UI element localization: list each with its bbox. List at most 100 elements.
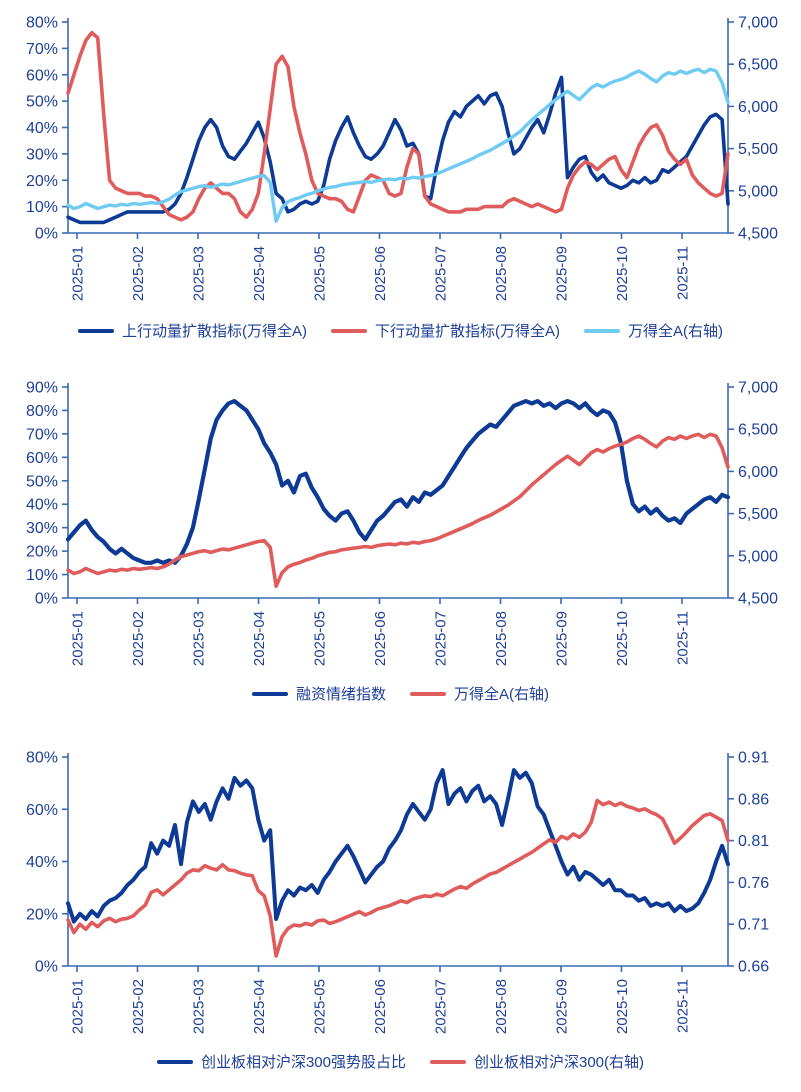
y-tick-label-right: 4,500 <box>738 226 778 243</box>
x-tick-label: 2025-06 <box>372 611 389 666</box>
x-tick-label: 2025-05 <box>312 979 329 1034</box>
x-tick-label: 2025-08 <box>493 611 510 666</box>
navy-line-marker <box>156 1060 193 1064</box>
x-tick-label: 2025-07 <box>433 979 450 1034</box>
x-tick-label: 2025-05 <box>312 246 329 301</box>
x-tick-label: 2025-02 <box>130 246 147 301</box>
x-tick-label: 2025-08 <box>493 246 510 301</box>
x-tick-label: 2025-10 <box>614 979 631 1034</box>
y-tick-label-left: 20% <box>26 173 58 190</box>
legend-label: 创业板相对沪深300(右轴) <box>474 1053 645 1071</box>
y-tick-label-right: 7,000 <box>738 380 778 397</box>
series-line-0 <box>65 398 731 565</box>
red-line-marker <box>410 692 446 696</box>
legend-item-financing-sentiment: 融资情绪指数 <box>251 685 386 703</box>
legend-item-chinext-ratio: 创业板相对沪深300(右轴) <box>430 1055 644 1070</box>
x-tick-label: 2025-10 <box>614 246 631 301</box>
y-tick-label-left: 20% <box>26 544 58 561</box>
y-tick-label-right: 5,500 <box>738 506 778 523</box>
y-tick-label-right: 0.66 <box>738 959 769 976</box>
x-tick-label: 2025-11 <box>675 611 692 665</box>
y-tick-label-left: 70% <box>26 426 58 443</box>
x-tick-label: 2025-02 <box>130 979 147 1034</box>
x-tick-label: 2025-07 <box>433 246 450 301</box>
y-tick-label-left: 30% <box>26 146 58 163</box>
y-tick-label-left: 0% <box>35 959 58 976</box>
y-tick-label-left: 10% <box>26 567 58 584</box>
y-tick-label-right: 6,000 <box>738 464 778 481</box>
legend-label: 创业板相对沪深300强势股占比 <box>200 1053 406 1071</box>
x-tick-label: 2025-03 <box>191 246 208 301</box>
x-tick-label: 2025-09 <box>554 979 571 1034</box>
legend-item-chinext-strong-share: 创业板相对沪深300强势股占比 <box>156 1053 406 1071</box>
y-tick-label-right: 0.71 <box>738 917 769 934</box>
series-line-1 <box>66 432 730 588</box>
y-tick-label-left: 80% <box>26 750 58 767</box>
legend-label: 下行动量扩散指标(万得全A) <box>375 322 560 340</box>
y-tick-label-left: 90% <box>26 380 58 397</box>
y-tick-label-left: 60% <box>26 450 58 467</box>
navy-line-marker <box>78 329 114 333</box>
x-tick-label: 2025-04 <box>251 979 268 1034</box>
legend-item-wind-all-a: 万得全A(右轴) <box>584 324 723 339</box>
y-tick-label-right: 6,500 <box>738 422 778 439</box>
legend-item-up-momentum: 上行动量扩散指标(万得全A) <box>78 324 307 339</box>
red-line-marker <box>331 329 367 333</box>
y-tick-label-right: 6,500 <box>738 57 778 74</box>
y-tick-label-left: 50% <box>26 473 58 490</box>
series-line-1 <box>66 30 730 222</box>
navy-line-marker <box>251 692 288 696</box>
y-tick-label-right: 6,000 <box>738 99 778 116</box>
y-tick-label-right: 4,500 <box>738 591 778 608</box>
y-tick-label-left: 60% <box>26 67 58 84</box>
chinext-vs-csi300-plot: 0% 20% 40% 60% 80% 0.66 0.71 0.76 0.81 0.86 0.91 20… <box>26 750 769 1035</box>
x-tick-label: 2025-11 <box>675 246 692 300</box>
series-line-2 <box>66 67 730 223</box>
legend-label: 万得全A(右轴) <box>454 685 549 703</box>
x-tick-label: 2025-09 <box>554 611 571 666</box>
y-tick-label-left: 70% <box>26 41 58 58</box>
y-tick-label-left: 80% <box>26 403 58 420</box>
y-tick-label-left: 0% <box>35 226 58 243</box>
chart-momentum-diffusion: 0% 10% 20% 30% 40% 50% 60% 70% 80% 4,500 5,000 5,50… <box>0 0 801 343</box>
y-tick-label-right: 5,500 <box>738 141 778 158</box>
chart-chinext-vs-csi300: 0% 20% 40% 60% 80% 0.66 0.71 0.76 0.81 0.86 0.91 20… <box>0 738 801 1074</box>
x-tick-label: 2025-01 <box>70 979 87 1034</box>
financing-sentiment-plot: 0% 10% 20% 30% 40% 50% 60% 70% 80% 90% 4,500 5,000 5… <box>26 380 778 667</box>
x-tick-label: 2025-01 <box>70 246 87 301</box>
x-tick-label: 2025-03 <box>191 611 208 666</box>
y-tick-label-left: 20% <box>26 906 58 923</box>
chart3-legend: 创业板相对沪深300强势股占比 创业板相对沪深300(右轴) <box>0 1050 801 1074</box>
x-tick-label: 2025-08 <box>493 979 510 1034</box>
x-tick-label: 2025-04 <box>251 246 268 301</box>
x-tick-label: 2025-04 <box>251 611 268 666</box>
y-tick-label-left: 0% <box>35 591 58 608</box>
y-tick-label-right: 0.81 <box>738 833 769 850</box>
legend-label: 上行动量扩散指标(万得全A) <box>122 322 307 340</box>
y-tick-label-right: 0.76 <box>738 875 769 892</box>
x-tick-label: 2025-06 <box>372 246 389 301</box>
x-tick-label: 2025-07 <box>433 611 450 666</box>
y-tick-label-right: 0.86 <box>738 791 769 808</box>
x-tick-label: 2025-10 <box>614 611 631 666</box>
chart2-legend: 融资情绪指数 万得全A(右轴) <box>0 682 801 706</box>
chart-financing-sentiment: 0% 10% 20% 30% 40% 50% 60% 70% 80% 90% 4,500 5,000 5… <box>0 369 801 706</box>
y-tick-label-left: 40% <box>26 120 58 137</box>
x-tick-label: 2025-11 <box>675 979 692 1033</box>
series-line-1 <box>66 798 730 958</box>
x-tick-label: 2025-03 <box>191 979 208 1034</box>
x-tick-label: 2025-02 <box>130 611 147 666</box>
x-tick-label: 2025-09 <box>554 246 571 301</box>
y-tick-label-left: 40% <box>26 497 58 514</box>
y-tick-label-left: 40% <box>26 854 58 871</box>
x-tick-label: 2025-06 <box>372 979 389 1034</box>
legend-label: 万得全A(右轴) <box>628 322 723 340</box>
y-tick-label-right: 7,000 <box>738 15 778 32</box>
y-tick-label-left: 60% <box>26 802 58 819</box>
y-tick-label-right: 5,000 <box>738 183 778 200</box>
x-tick-label: 2025-05 <box>312 611 329 666</box>
legend-label: 融资情绪指数 <box>295 685 386 703</box>
legend-item-down-momentum: 下行动量扩散指标(万得全A) <box>331 324 560 339</box>
y-tick-label-left: 30% <box>26 520 58 537</box>
